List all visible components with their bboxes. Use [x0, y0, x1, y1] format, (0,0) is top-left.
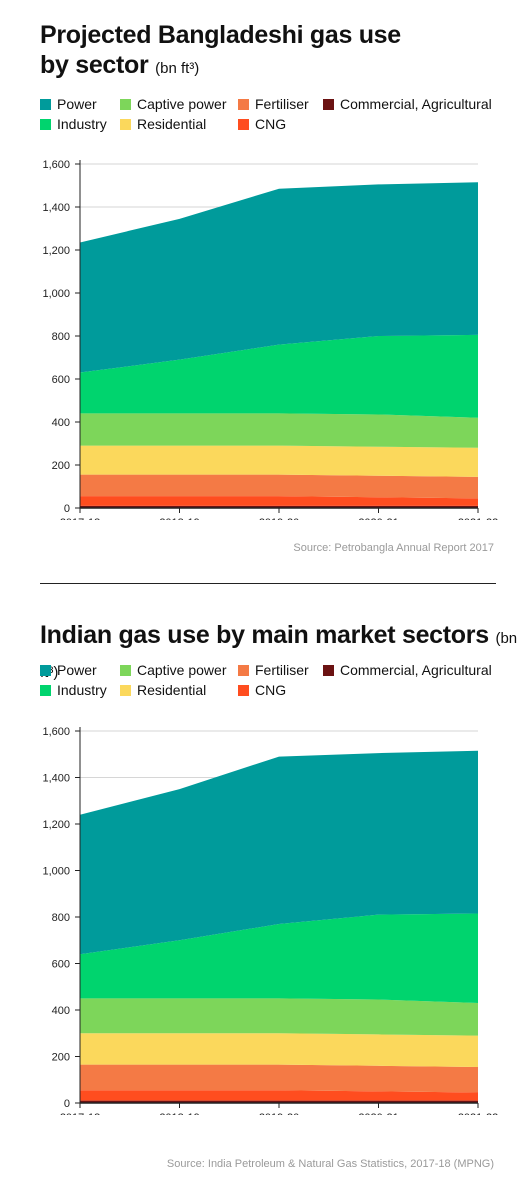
legend-item: Fertiliser: [238, 661, 309, 679]
area-captive-power: [80, 998, 478, 1036]
x-tick-label: 2019-20: [259, 1112, 299, 1115]
legend-swatch: [120, 118, 131, 130]
y-tick-label: 200: [52, 460, 70, 472]
y-tick-label: 600: [52, 959, 70, 971]
legend-item: Industry: [40, 115, 107, 133]
y-tick-label: 1,000: [42, 866, 70, 878]
legend-item: Power: [40, 95, 97, 113]
legend-swatch: [40, 664, 51, 676]
y-tick-label: 1,200: [42, 245, 70, 257]
area-residential: [80, 1033, 478, 1067]
area-fertiliser: [80, 474, 478, 499]
y-tick-label: 800: [52, 912, 70, 924]
legend-swatch: [238, 98, 249, 110]
y-tick-label: 1,600: [42, 159, 70, 171]
title-main: Projected Bangladeshi gas use: [40, 21, 401, 49]
area-residential: [80, 445, 478, 477]
legend-label: Residential: [137, 116, 207, 132]
area-fertiliser: [80, 1064, 478, 1093]
legend-swatch: [120, 664, 131, 676]
source-note: Source: Petrobangla Annual Report 2017: [293, 542, 494, 554]
legend-item: Captive power: [120, 661, 227, 679]
chart-panel-bangladesh: Projected Bangladeshi gas use by sector …: [0, 0, 522, 583]
legend-swatch: [40, 118, 51, 130]
x-tick-label: 2017-18: [60, 1112, 100, 1115]
source-note: Source: India Petroleum & Natural Gas St…: [166, 1158, 494, 1170]
legend-label: Residential: [137, 682, 207, 698]
area-captive-power: [80, 413, 478, 448]
legend-item: Industry: [40, 681, 107, 699]
chart-title: Projected Bangladeshi gas use by sector …: [40, 20, 401, 84]
x-tick-label: 2021-22: [458, 517, 498, 520]
legend-label: CNG: [255, 682, 287, 698]
area-cng: [80, 496, 478, 506]
divider: [40, 583, 496, 584]
legend-item: Residential: [120, 681, 206, 699]
y-tick-label: 400: [52, 1005, 70, 1017]
y-tick-label: 800: [52, 331, 70, 343]
x-tick-label: 2019-20: [259, 517, 299, 520]
y-tick-label: 1,400: [42, 773, 70, 785]
legend-label: Captive power: [137, 662, 227, 678]
legend-swatch: [238, 684, 249, 696]
legend-item: Captive power: [120, 95, 227, 113]
x-tick-label: 2020-21: [358, 1112, 398, 1115]
legend-label: CNG: [255, 116, 287, 132]
legend-swatch: [323, 98, 334, 110]
x-tick-label: 2018-19: [159, 1112, 199, 1115]
legend: Power Captive power Fertiliser Commercial, …: [40, 95, 520, 135]
area-chart-india: 0 200 400 600 800 1,000 1,200 1,400 1,600 2017-18…: [42, 726, 498, 1115]
area-cng: [80, 1090, 478, 1101]
legend-item: CNG: [238, 115, 286, 133]
legend-label: Power: [57, 96, 97, 112]
legend-item: Commercial, Agricultural: [323, 95, 492, 113]
legend-label: Power: [57, 662, 97, 678]
area-chart-bangladesh: 0 200 400 600 800 1,000 1,200 1,400 1,600 2017-18…: [42, 159, 498, 520]
title-main: Indian gas use by main market sectors: [40, 621, 489, 649]
legend-label: Commercial, Agricultural: [340, 96, 492, 112]
legend-swatch: [40, 98, 51, 110]
title-unit: (bn ft³): [155, 60, 200, 77]
legend: Power Captive power Fertiliser Commercial, …: [40, 661, 520, 701]
y-tick-label: 0: [64, 503, 70, 515]
y-tick-label: 400: [52, 417, 70, 429]
area-power: [80, 182, 478, 373]
chart-panel-india: Indian gas use by main market sectors (b…: [0, 600, 522, 1184]
y-tick-label: 1,600: [42, 726, 70, 738]
legend-swatch: [40, 684, 51, 696]
legend-label: Industry: [57, 682, 107, 698]
y-tick-label: 200: [52, 1052, 70, 1064]
area-industry: [80, 334, 478, 418]
legend-item: Residential: [120, 115, 206, 133]
x-tick-label: 2017-18: [60, 517, 100, 520]
legend-item: CNG: [238, 681, 286, 699]
legend-label: Fertiliser: [255, 96, 309, 112]
legend-swatch: [238, 118, 249, 130]
legend-item: Fertiliser: [238, 95, 309, 113]
y-tick-label: 1,000: [42, 288, 70, 300]
legend-label: Commercial, Agricultural: [340, 662, 492, 678]
legend-swatch: [238, 664, 249, 676]
y-tick-label: 600: [52, 374, 70, 386]
legend-swatch: [323, 664, 334, 676]
area-power: [80, 750, 478, 955]
x-tick-label: 2020-21: [358, 517, 398, 520]
area-industry: [80, 913, 478, 1004]
legend-swatch: [120, 684, 131, 696]
legend-label: Captive power: [137, 96, 227, 112]
y-tick-label: 1,200: [42, 819, 70, 831]
x-tick-label: 2021-22: [458, 1112, 498, 1115]
y-tick-label: 1,400: [42, 202, 70, 214]
chart-title: Indian gas use by main market sectors (b…: [40, 620, 522, 688]
title-line2: by sector: [40, 51, 149, 79]
legend-label: Fertiliser: [255, 662, 309, 678]
legend-swatch: [120, 98, 131, 110]
legend-item: Power: [40, 661, 97, 679]
legend-label: Industry: [57, 116, 107, 132]
legend-item: Commercial, Agricultural: [323, 661, 492, 679]
y-tick-label: 0: [64, 1098, 70, 1110]
x-tick-label: 2018-19: [159, 517, 199, 520]
